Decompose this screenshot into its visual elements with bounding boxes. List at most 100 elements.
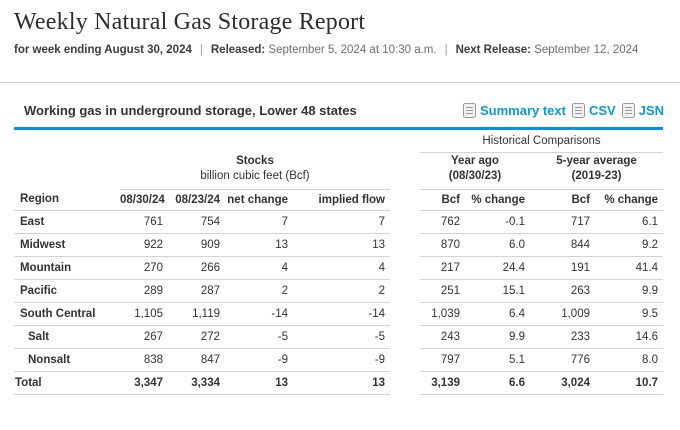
column-header-five-year-pct: % change (595, 189, 664, 211)
value-cell: 243 (420, 325, 465, 349)
value-cell: 847 (168, 348, 225, 372)
week-ending-label: for week ending August 30, 2024 (14, 44, 192, 56)
five-year-title: 5-year average (556, 155, 637, 168)
value-cell: 844 (530, 233, 595, 257)
value-cell: -9 (293, 348, 390, 372)
stocks-title: Stocks (236, 154, 274, 167)
table-row: East 761 754 7 7 762 -0.1 717 6.1 (14, 210, 664, 234)
value-cell: 287 (168, 279, 225, 303)
column-header-current-week: 08/30/24 (120, 189, 168, 211)
value-cell: 9.9 (595, 279, 664, 303)
summary-text-link[interactable]: Summary text (462, 103, 566, 118)
csv-link[interactable]: CSV (571, 103, 616, 118)
value-cell: 6.6 (465, 371, 530, 395)
value-cell: 3,347 (120, 371, 168, 395)
region-cell: Mountain (14, 256, 120, 280)
released-value: September 5, 2024 at 10:30 a.m. (268, 44, 437, 56)
value-cell: 289 (120, 279, 168, 303)
value-cell: 1,009 (530, 302, 595, 326)
value-cell: 13 (225, 371, 293, 395)
column-header-region: Region (14, 189, 120, 211)
value-cell: 3,334 (168, 371, 225, 395)
section-title: Working gas in underground storage, Lowe… (24, 103, 357, 118)
separator: | (444, 44, 448, 56)
separator: | (199, 44, 203, 56)
value-cell: 4 (225, 256, 293, 280)
table-row: Total 3,347 3,334 13 13 3,139 6.6 3,024 … (14, 371, 664, 395)
value-cell: 14.6 (595, 325, 664, 349)
released-label: Released: (210, 44, 266, 56)
column-header-year-ago-bcf: Bcf (420, 189, 465, 211)
region-cell: Nonsalt (14, 348, 120, 372)
value-cell: 8.0 (595, 348, 664, 372)
value-cell: 909 (168, 233, 225, 257)
value-cell: 1,039 (420, 302, 465, 326)
value-cell: 251 (420, 279, 465, 303)
value-cell: 5.1 (465, 348, 530, 372)
value-cell: 24.4 (465, 256, 530, 280)
value-cell: -14 (225, 302, 293, 326)
table-row: Pacific 289 287 2 2 251 15.1 263 9.9 (14, 279, 664, 303)
storage-table: Historical Comparisons Stocks billion cu… (14, 130, 664, 395)
column-header-implied-flow: implied flow (293, 189, 390, 211)
value-cell: 6.0 (465, 233, 530, 257)
column-header-net-change: net change (225, 189, 293, 211)
value-cell: -14 (293, 302, 390, 326)
value-cell: -9 (225, 348, 293, 372)
group-header-row: Stocks billion cubic feet (Bcf) Year ago… (14, 152, 664, 190)
document-icon (621, 103, 635, 118)
document-icon (571, 103, 585, 118)
column-header-year-ago-pct: % change (465, 189, 530, 211)
value-cell: 263 (530, 279, 595, 303)
value-cell: 1,105 (120, 302, 168, 326)
value-cell: 217 (420, 256, 465, 280)
five-year-subtitle: (2019-23) (571, 170, 622, 182)
table-row: South Central 1,105 1,119 -14 -14 1,039 … (14, 302, 664, 326)
region-cell: East (14, 210, 120, 234)
value-cell: 797 (420, 348, 465, 372)
column-header-five-year-bcf: Bcf (530, 189, 595, 211)
value-cell: 13 (293, 371, 390, 395)
year-ago-title: Year ago (451, 155, 499, 168)
value-cell: 6.4 (465, 302, 530, 326)
value-cell: 2 (225, 279, 293, 303)
jsn-link[interactable]: JSN (621, 103, 664, 118)
value-cell: 270 (120, 256, 168, 280)
table-row: Nonsalt 838 847 -9 -9 797 5.1 776 8.0 (14, 348, 664, 372)
value-cell: 41.4 (595, 256, 664, 280)
section-header: Working gas in underground storage, Lowe… (24, 103, 664, 118)
region-cell: Pacific (14, 279, 120, 303)
value-cell: 761 (120, 210, 168, 234)
report-header: Weekly Natural Gas Storage Report for we… (0, 9, 680, 56)
value-cell: 754 (168, 210, 225, 234)
value-cell: 922 (120, 233, 168, 257)
region-cell: Total (14, 371, 120, 395)
table-row: Salt 267 272 -5 -5 243 9.9 233 14.6 (14, 325, 664, 349)
year-ago-group-header: Year ago (08/30/23) (420, 152, 530, 190)
historical-comparisons-header: Historical Comparisons (420, 130, 664, 153)
column-header-row: Region 08/30/24 08/23/24 net change impl… (14, 189, 664, 211)
value-cell: -5 (293, 325, 390, 349)
region-cell: Salt (14, 325, 120, 349)
value-cell: 838 (120, 348, 168, 372)
header-divider (0, 82, 680, 83)
value-cell: -5 (225, 325, 293, 349)
page-title: Weekly Natural Gas Storage Report (14, 9, 366, 35)
value-cell: 13 (225, 233, 293, 257)
value-cell: 9.9 (465, 325, 530, 349)
value-cell: 10.7 (595, 371, 664, 395)
accent-rule (14, 127, 663, 130)
value-cell: 3,024 (530, 371, 595, 395)
value-cell: 3,139 (420, 371, 465, 395)
csv-label: CSV (588, 103, 616, 118)
report-meta: for week ending August 30, 2024 | Released… (14, 44, 680, 56)
storage-table-body: East 761 754 7 7 762 -0.1 717 6.1 Midwes… (14, 210, 664, 395)
value-cell: 15.1 (465, 279, 530, 303)
value-cell: 9.2 (595, 233, 664, 257)
year-ago-subtitle: (08/30/23) (448, 170, 502, 182)
column-header-prior-week: 08/23/24 (168, 189, 225, 211)
export-links: Summary text CSV JSN (457, 103, 664, 118)
value-cell: 267 (120, 325, 168, 349)
value-cell: 233 (530, 325, 595, 349)
value-cell: 870 (420, 233, 465, 257)
